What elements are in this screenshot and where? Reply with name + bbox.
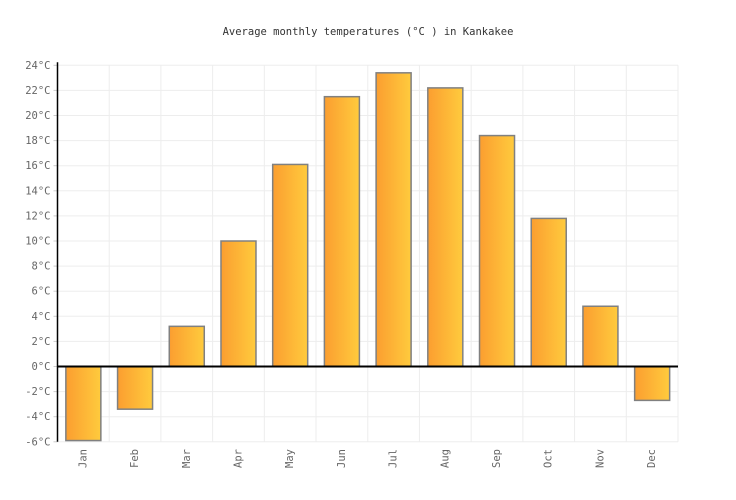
x-tick-label-Jul: Jul bbox=[388, 449, 400, 468]
x-tick-label-Jun: Jun bbox=[336, 449, 348, 468]
bar-Jul bbox=[375, 72, 412, 368]
bars bbox=[65, 72, 671, 442]
y-tick-label: 12°C bbox=[25, 210, 50, 222]
y-tick-label: 14°C bbox=[25, 185, 50, 197]
x-tick-label-Oct: Oct bbox=[543, 449, 555, 468]
y-tick-label: 16°C bbox=[25, 160, 50, 172]
y-tick-label: -4°C bbox=[25, 411, 50, 423]
bar-Aug bbox=[427, 87, 464, 368]
x-tick-label-Aug: Aug bbox=[439, 449, 451, 468]
bar-Oct bbox=[530, 217, 567, 368]
y-tick-label: 22°C bbox=[25, 85, 50, 97]
bar-Jun bbox=[323, 95, 361, 368]
x-tick-label-Apr: Apr bbox=[232, 449, 244, 468]
y-tick-label: 20°C bbox=[25, 110, 50, 122]
y-tick-label: 2°C bbox=[32, 336, 51, 348]
x-tick-label-Feb: Feb bbox=[129, 449, 141, 468]
x-tick-label-May: May bbox=[284, 449, 296, 468]
y-tick-label: 8°C bbox=[32, 261, 51, 273]
y-tick-label: 18°C bbox=[25, 135, 50, 147]
bar-Dec bbox=[633, 365, 671, 402]
y-tick-label: 0°C bbox=[32, 361, 51, 373]
y-tick-label: -2°C bbox=[25, 386, 50, 398]
bar-Nov bbox=[582, 305, 619, 368]
x-tick-label-Mar: Mar bbox=[181, 449, 193, 468]
bar-Mar bbox=[168, 325, 206, 368]
x-tick-label-Sep: Sep bbox=[491, 449, 503, 468]
bar-Apr bbox=[220, 240, 257, 368]
chart-title: Average monthly temperatures (°C ) in Ka… bbox=[222, 26, 514, 38]
y-axis-labels: 24°C 22°C 20°C 18°C 16°C 14°C 12°C 10°C 8°C 6°C 4°… bbox=[25, 60, 51, 448]
y-tick-label: 24°C bbox=[25, 60, 50, 72]
gridlines bbox=[57, 64, 679, 443]
bar-May bbox=[271, 163, 309, 368]
bar-Sep bbox=[478, 134, 516, 368]
x-axis-labels: Jan Feb Mar Apr May Jun Jul Aug Sep Oct Nov Dec bbox=[77, 449, 658, 468]
bar-Feb bbox=[116, 365, 154, 410]
y-tick-label: 6°C bbox=[32, 286, 51, 298]
y-tick-label: -6°C bbox=[25, 436, 50, 448]
x-tick-label-Jan: Jan bbox=[77, 449, 89, 468]
bar-Jan bbox=[65, 365, 102, 442]
y-tick-label: 4°C bbox=[32, 311, 51, 323]
x-tick-label-Dec: Dec bbox=[646, 449, 658, 468]
y-tick-label: 10°C bbox=[25, 236, 50, 248]
x-tick-label-Nov: Nov bbox=[594, 449, 606, 468]
